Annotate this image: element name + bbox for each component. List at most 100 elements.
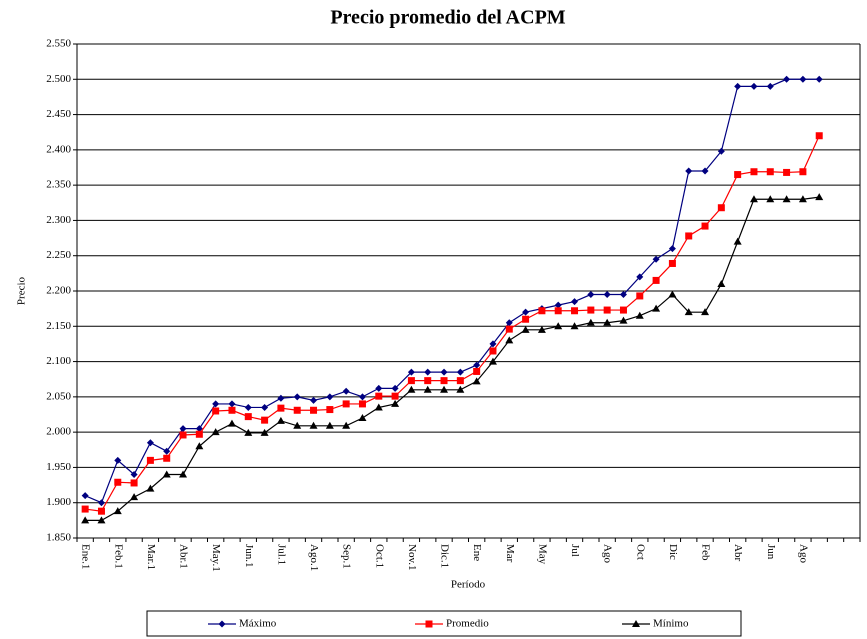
legend-label: Promedio: [446, 618, 489, 630]
marker: [81, 516, 90, 524]
x-tick-label: Jun: [765, 544, 777, 560]
marker: [815, 75, 823, 83]
marker: [146, 456, 154, 464]
marker: [113, 507, 122, 515]
marker: [375, 384, 383, 392]
marker: [521, 325, 530, 333]
y-tick-label: 2.000: [46, 426, 71, 438]
legend-label: Mínimo: [653, 618, 689, 630]
marker: [81, 492, 89, 500]
marker: [358, 400, 366, 408]
x-tick-label: Ene: [471, 544, 483, 561]
y-tick-label: 2.100: [46, 355, 71, 367]
marker: [538, 307, 546, 315]
marker: [358, 393, 366, 401]
marker: [668, 290, 677, 298]
y-tick-label: 2.550: [46, 38, 71, 50]
marker: [375, 392, 383, 400]
marker: [668, 245, 676, 253]
x-tick-label: Oct: [634, 544, 646, 560]
y-tick-label: 2.250: [46, 249, 71, 261]
marker: [228, 400, 236, 408]
x-tick-label: Sep.1: [341, 544, 353, 569]
marker: [505, 325, 513, 333]
y-tick-label: 2.450: [46, 108, 71, 120]
marker: [571, 307, 579, 315]
marker: [587, 291, 595, 299]
marker: [619, 291, 627, 299]
marker: [799, 168, 807, 176]
marker: [783, 75, 791, 83]
marker: [358, 414, 367, 422]
marker: [749, 195, 758, 203]
marker: [522, 315, 530, 323]
marker: [652, 276, 660, 284]
marker: [782, 195, 791, 203]
y-tick-label: 2.300: [46, 214, 71, 226]
marker: [293, 393, 301, 401]
series-line: [85, 196, 820, 521]
marker: [391, 392, 399, 400]
marker: [97, 516, 106, 524]
marker: [636, 273, 644, 281]
marker: [114, 478, 122, 486]
marker: [97, 499, 105, 507]
marker: [407, 377, 415, 385]
marker: [668, 259, 676, 267]
marker: [472, 377, 481, 385]
marker: [114, 456, 122, 464]
marker: [750, 82, 758, 90]
legend-marker: [218, 620, 226, 628]
chart-title: Precio promedio del ACPM: [330, 7, 565, 29]
x-tick-label: Mar.1: [145, 544, 157, 570]
x-tick-label: Abr: [732, 544, 744, 561]
marker: [179, 425, 187, 433]
marker: [130, 479, 138, 487]
marker: [505, 319, 513, 327]
marker: [522, 308, 530, 316]
x-tick-label: Nov.1: [406, 544, 418, 570]
marker: [440, 385, 449, 393]
marker: [570, 322, 579, 330]
marker: [244, 403, 252, 411]
marker: [326, 393, 334, 401]
marker: [799, 75, 807, 83]
marker: [717, 147, 725, 155]
y-tick-label: 2.350: [46, 179, 71, 191]
y-tick-label: 2.500: [46, 73, 71, 85]
legend-label: Máximo: [239, 618, 277, 630]
marker: [179, 431, 187, 439]
marker: [325, 421, 334, 429]
marker: [261, 403, 269, 411]
marker: [488, 357, 497, 365]
marker: [635, 311, 644, 319]
marker: [326, 406, 334, 414]
y-axis-label: Precio: [16, 276, 28, 305]
marker: [619, 316, 628, 324]
legend-marker: [632, 620, 640, 627]
marker: [407, 368, 415, 376]
marker: [423, 385, 432, 393]
marker: [407, 385, 416, 393]
marker: [489, 347, 497, 355]
x-tick-label: Jul.1: [275, 544, 287, 565]
marker: [571, 298, 579, 306]
marker: [146, 439, 154, 447]
marker: [554, 301, 562, 309]
marker: [766, 82, 774, 90]
marker: [310, 406, 318, 414]
marker: [260, 428, 269, 436]
marker: [815, 193, 824, 201]
marker: [603, 291, 611, 299]
marker: [619, 306, 627, 314]
marker: [798, 195, 807, 203]
x-tick-label: Mar: [504, 544, 516, 563]
marker: [81, 505, 89, 513]
marker: [309, 421, 318, 429]
marker: [734, 171, 742, 179]
marker: [603, 318, 612, 326]
marker: [163, 454, 171, 462]
y-tick-label: 1.900: [46, 496, 71, 508]
marker: [685, 167, 693, 175]
